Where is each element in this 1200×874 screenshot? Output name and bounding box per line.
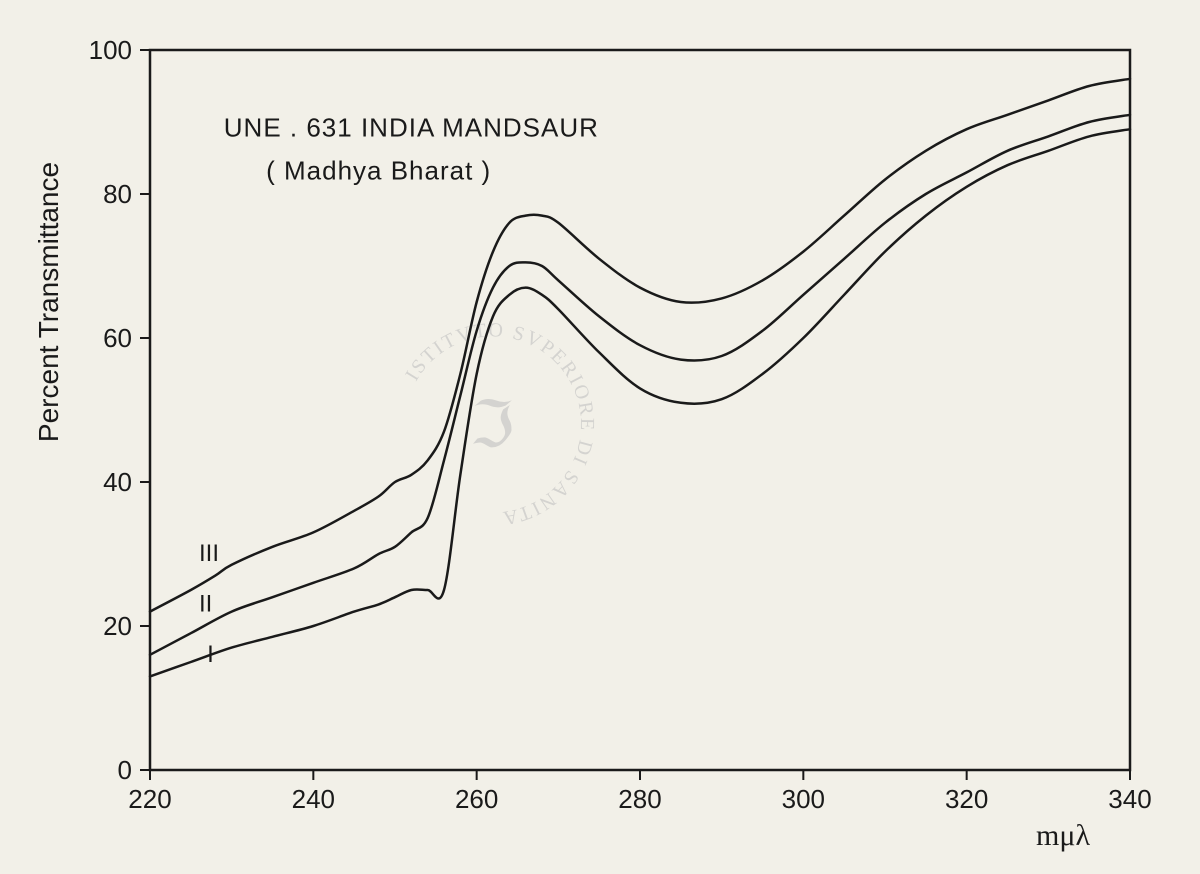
- x-tick-label: 300: [782, 784, 825, 814]
- y-tick-label: 40: [103, 467, 132, 497]
- x-tick-label: 280: [618, 784, 661, 814]
- chart-page: 0 20 40 60 80 100 220 240 260 280 300 320 340 Percent…: [0, 0, 1200, 874]
- y-tick-label: 20: [103, 611, 132, 641]
- series-label-I: I: [207, 641, 214, 668]
- series-label-II: II: [199, 591, 212, 618]
- x-tick-label: 240: [292, 784, 335, 814]
- y-tick-label: 60: [103, 323, 132, 353]
- x-tick-label: 220: [128, 784, 171, 814]
- series-label-III: III: [199, 540, 219, 567]
- svg-text:ℑ: ℑ: [470, 389, 517, 460]
- y-tick-label: 100: [89, 35, 132, 65]
- y-tick-label: 0: [118, 755, 132, 785]
- chart-title-line1: UNE . 631 INDIA MANDSAUR: [224, 112, 599, 142]
- y-axis-title: Percent Transmittance: [33, 162, 64, 442]
- x-axis-title: mμλ: [1036, 819, 1090, 852]
- chart-bg: [0, 0, 1200, 874]
- x-tick-label: 340: [1108, 784, 1151, 814]
- chart-title-line2: ( Madhya Bharat ): [266, 156, 491, 186]
- y-tick-label: 80: [103, 179, 132, 209]
- x-tick-label: 320: [945, 784, 988, 814]
- x-tick-label: 260: [455, 784, 498, 814]
- transmittance-chart: 0 20 40 60 80 100 220 240 260 280 300 320 340 Percent…: [0, 0, 1200, 874]
